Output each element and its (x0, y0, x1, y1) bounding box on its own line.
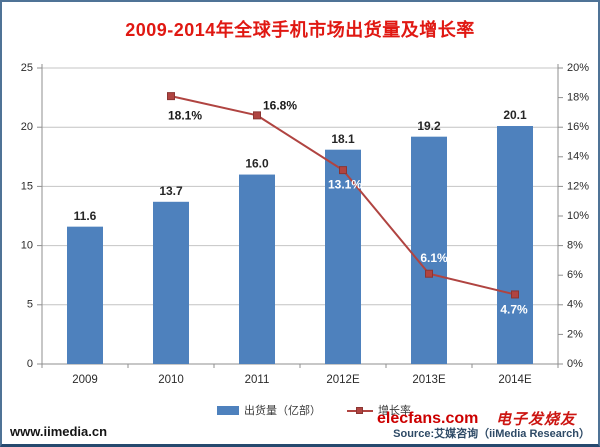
line-value-label: 13.1% (328, 177, 362, 191)
iimedia-site-url: www.iimedia.cn (10, 424, 108, 439)
line-value-label: 18.1% (168, 108, 202, 122)
left-axis-tick-label: 20 (21, 121, 33, 133)
right-axis-tick-label: 18% (567, 92, 589, 104)
line-marker (253, 111, 261, 120)
right-axis-tick-label: 12% (567, 180, 589, 192)
bar-value-label: 18.1 (331, 132, 355, 146)
x-axis-category-label: 2012E (326, 374, 360, 386)
right-axis-tick-label: 16% (567, 121, 589, 133)
right-axis-tick-label: 14% (567, 151, 589, 163)
legend-item-growth: 增长率 (347, 402, 411, 418)
line-marker (167, 92, 175, 101)
chart-title: 2009-2014年全球手机市场出货量及增长率 (125, 20, 475, 40)
bar-value-label: 20.1 (503, 108, 527, 122)
legend-label-growth: 增长率 (378, 405, 411, 417)
bar-value-label: 16.0 (245, 157, 269, 171)
line-value-label: 4.7% (500, 303, 528, 317)
right-axis-tick-label: 2% (567, 328, 583, 340)
left-axis-tick-label: 10 (21, 240, 33, 252)
x-axis-category-label: 2011 (245, 374, 270, 386)
line-series-swatch-icon (347, 406, 373, 415)
right-axis-tick-label: 10% (567, 210, 589, 222)
left-axis-tick-label: 0 (27, 358, 33, 370)
line-value-label: 16.8% (263, 99, 297, 113)
chart-legend: 出货量（亿部） 增长率 (16, 401, 598, 419)
right-axis-tick-label: 20% (567, 62, 589, 74)
left-axis-tick-label: 15 (21, 180, 33, 192)
right-axis-tick-label: 6% (567, 269, 583, 281)
elecfans-brand-watermark: 电子发烧友 (495, 410, 576, 428)
elecfans-watermark: elecfans.com (377, 410, 479, 427)
bar-series-swatch-icon (217, 405, 239, 415)
bar-value-label: 19.2 (417, 119, 441, 133)
bar-value-label: 13.7 (159, 184, 183, 198)
source-attribution: Source:艾媒咨询（iiMedia Research） (393, 428, 590, 440)
x-axis-category-label: 2014E (498, 374, 532, 386)
line-marker (425, 269, 433, 278)
line-value-label: 6.1% (420, 251, 448, 265)
bar-2009 (67, 226, 103, 364)
right-axis-tick-label: 8% (567, 240, 583, 252)
bar-2013E (411, 136, 447, 364)
x-axis-category-label: 2009 (72, 374, 98, 386)
bar-2014E (497, 126, 533, 365)
left-axis-tick-label: 25 (21, 62, 33, 74)
bar-2010 (153, 201, 189, 364)
left-axis-tick-label: 5 (27, 299, 33, 311)
watermark-cluster: Source:艾媒咨询（iiMedia Research） elecfans.c… (377, 408, 592, 442)
legend-item-shipments: 出货量（亿部） (217, 402, 321, 418)
line-marker (339, 166, 347, 175)
bar-value-label: 11.6 (74, 209, 97, 223)
legend-label-shipments: 出货量（亿部） (244, 405, 321, 417)
x-axis-category-label: 2010 (158, 374, 184, 386)
line-marker (511, 290, 519, 299)
right-axis-tick-label: 4% (567, 299, 583, 311)
x-axis-category-label: 2013E (412, 374, 446, 386)
bar-2011 (239, 174, 275, 364)
right-axis-tick-label: 0% (567, 358, 583, 370)
